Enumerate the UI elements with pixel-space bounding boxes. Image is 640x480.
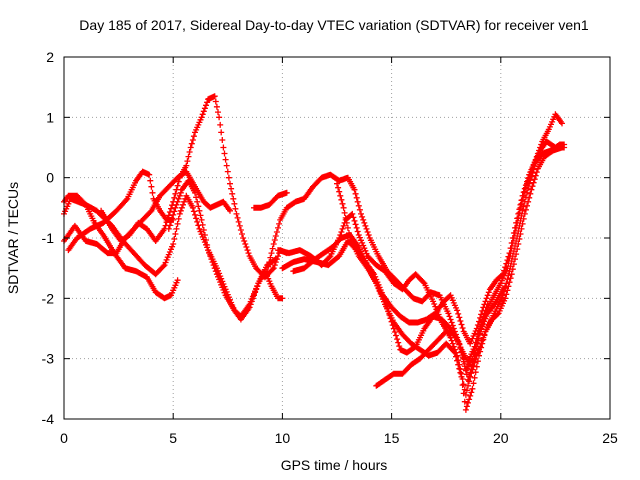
- y-tick-label: -2: [42, 290, 55, 306]
- series-markers: [334, 180, 509, 374]
- series-7: [251, 189, 290, 211]
- y-tick-label: -3: [42, 351, 55, 367]
- x-tick-label: 5: [169, 430, 177, 446]
- series-markers: [165, 177, 286, 320]
- series-3: [65, 168, 177, 254]
- x-axis-label: GPS time / hours: [281, 457, 388, 473]
- series-6: [165, 177, 286, 320]
- series-13: [334, 180, 509, 374]
- y-tick-label: 2: [46, 49, 54, 65]
- x-tick-label: 20: [493, 430, 509, 446]
- x-tick-label: 0: [60, 430, 68, 446]
- x-tick-label: 25: [602, 430, 618, 446]
- data-series: [61, 93, 568, 413]
- y-tick-label: 1: [46, 109, 54, 125]
- x-tick-label: 15: [384, 430, 400, 446]
- series-markers: [65, 168, 177, 254]
- y-axis-label: SDTVAR / TECUs: [5, 182, 21, 294]
- axis-ticks: [63, 56, 611, 420]
- y-tick-label: -1: [42, 230, 55, 246]
- series-markers: [251, 189, 290, 211]
- y-tick-label: 0: [46, 170, 54, 186]
- tick-labels: 0 5 10 15 20 25 -4 -3 -2 -1 0 1 2: [42, 49, 618, 446]
- chart-title: Day 185 of 2017, Sidereal Day-to-day VTE…: [79, 17, 589, 33]
- x-tick-label: 10: [275, 430, 291, 446]
- y-tick-label: -4: [42, 411, 55, 427]
